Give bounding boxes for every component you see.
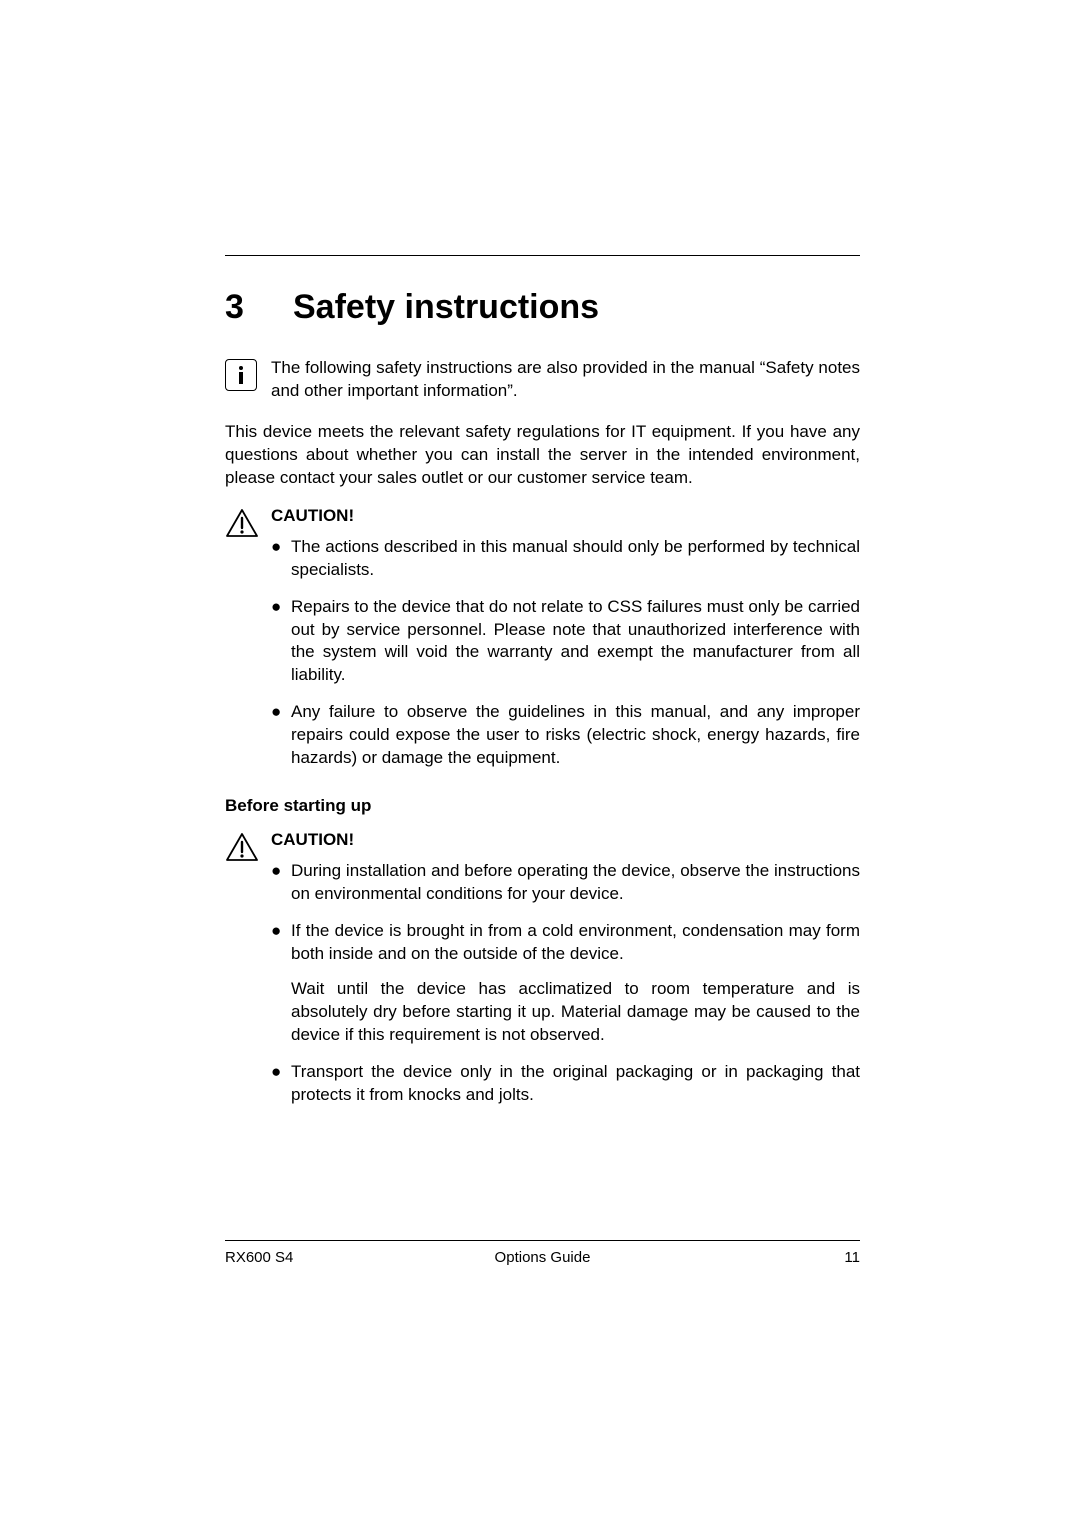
caution-label: CAUTION!: [271, 830, 860, 850]
caution-block-1: CAUTION! ● The actions described in this…: [225, 506, 860, 784]
bullet-icon: ●: [271, 596, 291, 688]
caution-block-2: CAUTION! ● During installation and befor…: [225, 830, 860, 1120]
list-item: ● Repairs to the device that do not rela…: [271, 596, 860, 688]
caution-label: CAUTION!: [271, 506, 860, 526]
bullet-text: Repairs to the device that do not relate…: [291, 596, 860, 688]
bullet-text: During installation and before operating…: [291, 860, 860, 906]
subheading-before-starting: Before starting up: [225, 796, 860, 816]
list-item: ● Transport the device only in the origi…: [271, 1061, 860, 1107]
bullet-text: Transport the device only in the origina…: [291, 1061, 860, 1107]
list-item: ● The actions described in this manual s…: [271, 536, 860, 582]
list-item: ● Any failure to observe the guidelines …: [271, 701, 860, 770]
chapter-number: 3: [225, 288, 293, 327]
footer-left: RX600 S4: [225, 1249, 293, 1266]
footer-center: Options Guide: [495, 1249, 591, 1266]
chapter-title: Safety instructions: [293, 288, 599, 327]
intro-paragraph: This device meets the relevant safety re…: [225, 421, 860, 490]
bullet-text: The actions described in this manual sho…: [291, 536, 860, 582]
list-item: ● If the device is brought in from a col…: [271, 920, 860, 1047]
top-rule: [225, 255, 860, 256]
bullet-icon: ●: [271, 536, 291, 582]
info-icon: [225, 359, 257, 391]
caution-icon: [225, 506, 271, 784]
chapter-heading: 3 Safety instructions: [225, 288, 860, 327]
bullet-icon: ●: [271, 860, 291, 906]
bullet-text: If the device is brought in from a cold …: [291, 920, 860, 1047]
bullet-icon: ●: [271, 1061, 291, 1107]
bullet-icon: ●: [271, 701, 291, 770]
bullet-icon: ●: [271, 920, 291, 1047]
document-page: 3 Safety instructions The following safe…: [225, 255, 860, 1129]
list-item: ● During installation and before operati…: [271, 860, 860, 906]
caution-list-1: ● The actions described in this manual s…: [271, 536, 860, 770]
info-note-text: The following safety instructions are al…: [271, 357, 860, 403]
footer-page-number: 11: [844, 1249, 860, 1266]
footer-rule: [225, 1240, 860, 1241]
page-footer: RX600 S4 Options Guide 11: [225, 1240, 860, 1266]
bullet-text: Any failure to observe the guidelines in…: [291, 701, 860, 770]
info-note-row: The following safety instructions are al…: [225, 357, 860, 403]
caution-icon: [225, 830, 271, 1120]
caution-list-2: ● During installation and before operati…: [271, 860, 860, 1106]
